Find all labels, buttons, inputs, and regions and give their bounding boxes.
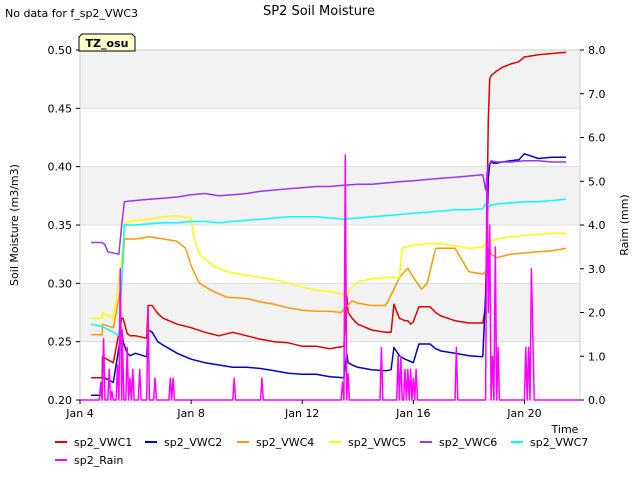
- x-tick-label-3: Jan 16: [395, 407, 430, 420]
- y-tick-label-6: 0.50: [48, 44, 73, 57]
- badge-shape: [78, 33, 136, 52]
- site-badge: TZ_osu: [78, 33, 136, 52]
- y-tick-label-5: 0.45: [48, 102, 73, 115]
- y2-tick-label-3: 3.0: [588, 263, 606, 276]
- series-line-sp2-Rain: [80, 154, 580, 401]
- legend-label-5: sp2_VWC7: [530, 436, 588, 449]
- y2-tick-label-4: 4.0: [588, 219, 606, 232]
- x-tick-label-2: Jan 12: [284, 407, 319, 420]
- series-line-sp2-VWC1: [91, 51, 567, 379]
- series-lines: [80, 51, 580, 401]
- chart-title: SP2 Soil Moisture: [263, 4, 375, 19]
- y2-tick-label-0: 0.0: [588, 394, 606, 407]
- y2-tick-label-1: 1.0: [588, 350, 606, 363]
- y2-axis-label: Raim (mm): [618, 194, 631, 255]
- y2-tick-label-8: 8.0: [588, 44, 606, 57]
- legend-label-6: sp2_Rain: [74, 454, 123, 467]
- y-axis-label: Soil Moisture (m3/m3): [8, 164, 21, 286]
- y2-tick-label-7: 7.0: [588, 88, 606, 101]
- x-axis-label: Time: [551, 423, 579, 436]
- series-line-sp2-VWC7: [90, 198, 567, 337]
- series-line-sp2-VWC6: [91, 160, 567, 255]
- y2-tick-label-6: 6.0: [588, 132, 606, 145]
- legend-label-2: sp2_VWC4: [256, 436, 314, 449]
- legend-label-3: sp2_VWC5: [348, 436, 406, 449]
- x-tick-label-4: Jan 20: [506, 407, 541, 420]
- legend-label-1: sp2_VWC2: [164, 436, 222, 449]
- legend-label-0: sp2_VWC1: [74, 436, 132, 449]
- y-tick-label-4: 0.40: [48, 161, 73, 174]
- x-tick-label-1: Jan 8: [176, 407, 204, 420]
- badge-label: TZ_osu: [86, 37, 129, 50]
- y2-tick-label-5: 5.0: [588, 175, 606, 188]
- y-tick-label-0: 0.20: [48, 394, 73, 407]
- y-tick-label-2: 0.30: [48, 277, 73, 290]
- plot-band-1: [80, 166, 580, 225]
- legend-label-4: sp2_VWC6: [439, 436, 497, 449]
- x-tick-label-0: Jan 4: [65, 407, 93, 420]
- left-axis: 0.20 0.25 0.30 0.35 0.40 0.45 0.50: [48, 44, 80, 407]
- y-tick-label-3: 0.35: [48, 219, 73, 232]
- y-tick-label-1: 0.25: [48, 336, 73, 349]
- y2-tick-label-2: 2.0: [588, 307, 606, 320]
- plot-band-2: [80, 50, 580, 109]
- right-axis: 0.0 1.0 2.0 3.0 4.0 5.0 6.0 7.0 8.0: [580, 44, 606, 407]
- x-axis: Jan 4 Jan 8 Jan 12 Jan 16 Jan 20: [65, 400, 542, 420]
- plot-bands: [80, 50, 580, 342]
- no-data-note: No data for f_sp2_VWC3: [5, 7, 138, 20]
- legend: sp2_VWC1 sp2_VWC2 sp2_VWC4 sp2_VWC5 sp2_VWC6…: [55, 436, 588, 467]
